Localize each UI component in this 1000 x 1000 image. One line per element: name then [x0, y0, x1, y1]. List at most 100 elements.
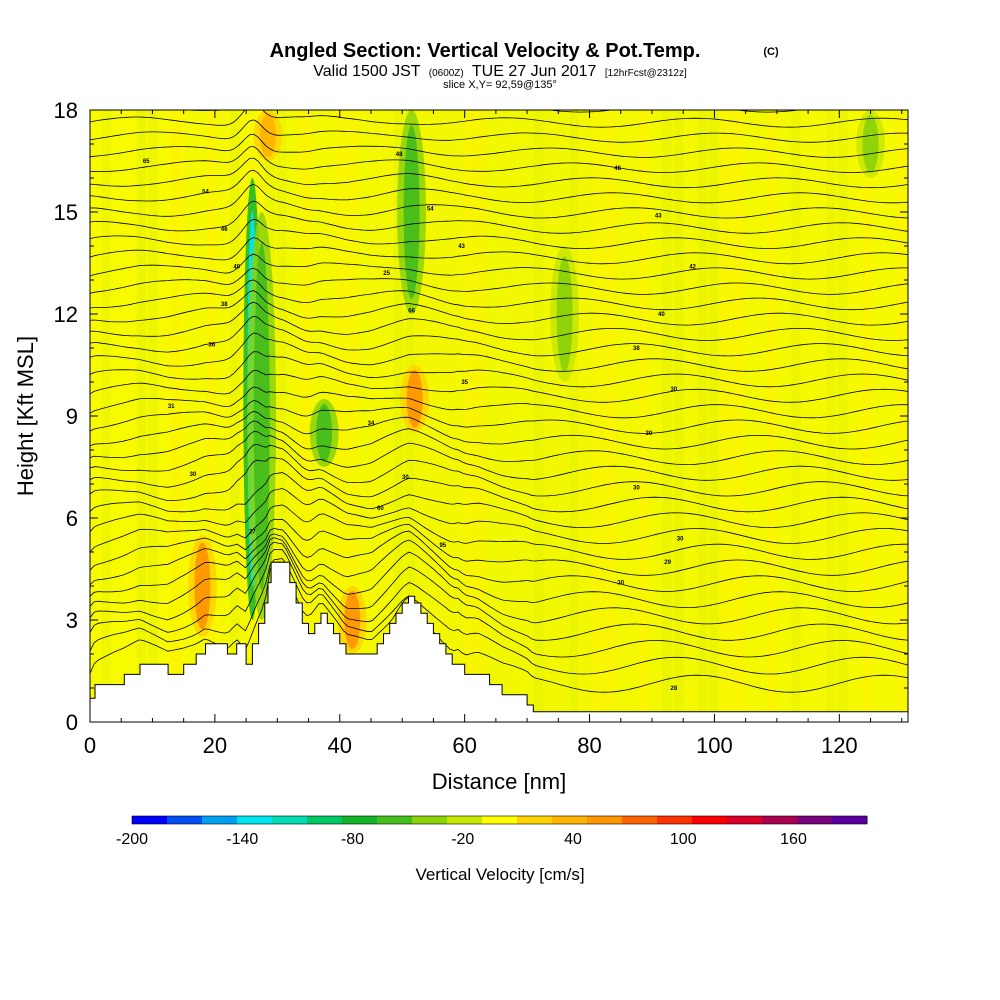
velocity-feature-core	[406, 370, 423, 428]
velocity-feature-core	[194, 542, 211, 630]
colorbar-swatch	[272, 816, 308, 824]
isentrope-label: 30	[670, 387, 677, 393]
isentrope-line	[90, 169, 908, 204]
y-tick-label: 15	[54, 200, 78, 225]
colorbar-swatch	[342, 816, 378, 824]
isentrope-line	[90, 332, 908, 372]
isentrope-line	[90, 157, 908, 189]
terrain-mask	[90, 561, 908, 722]
isentrope-label: 27	[249, 530, 256, 536]
colorbar-swatch	[587, 816, 623, 824]
isentrope-line	[90, 488, 908, 544]
isentrope-line	[90, 533, 908, 608]
velocity-stripe	[861, 110, 871, 722]
velocity-stripe	[662, 110, 672, 722]
isentrope-line	[90, 183, 908, 219]
isentrope-label: 48	[614, 166, 621, 172]
isentrope-line	[90, 443, 908, 497]
velocity-stripe	[732, 110, 743, 722]
velocity-stripe	[767, 110, 778, 722]
colorbar-swatch	[657, 816, 693, 824]
velocity-stripe	[791, 110, 801, 722]
isentrope-label: 38	[221, 302, 228, 308]
isentrope-line	[90, 301, 908, 341]
isentrope-line	[90, 119, 908, 143]
x-tick-label: 0	[84, 733, 96, 758]
velocity-stripe	[101, 110, 112, 722]
isentrope-line	[90, 431, 908, 481]
velocity-stripe	[171, 110, 182, 722]
isentrope-label: 43	[655, 213, 662, 219]
isentrope-line	[90, 315, 908, 357]
isentrope-label: 30	[190, 472, 197, 478]
colorbar-swatch	[167, 816, 203, 824]
x-tick-label: 60	[452, 733, 476, 758]
subtitle-utc: (0600Z)	[429, 68, 464, 79]
velocity-stripe	[837, 110, 848, 722]
x-axis-label: Distance [nm]	[432, 769, 567, 794]
colorbar-swatch	[517, 816, 553, 824]
velocity-feature-core	[556, 256, 573, 372]
x-tick-label: 80	[577, 733, 601, 758]
colorbar-tick-label: -140	[226, 831, 258, 848]
colorbar-tick-label: 40	[564, 831, 582, 848]
isentrope-label: 95	[439, 543, 446, 549]
chart-title: Angled Section: Vertical Velocity & Pot.…	[270, 40, 701, 62]
isentrope-label: 54	[202, 190, 209, 196]
isentrope-label: 34	[368, 421, 375, 427]
x-tick-label: 40	[328, 733, 352, 758]
isentrope-label: 60	[377, 506, 384, 512]
colorbar-tick-label: 160	[780, 831, 807, 848]
colorbar-tick-label: -20	[451, 831, 474, 848]
chart-title-tag: (C)	[763, 46, 779, 58]
isentrope-line	[90, 133, 908, 158]
colorbar-swatch	[307, 816, 343, 824]
colorbar-swatch	[482, 816, 518, 824]
velocity-feature-core	[344, 591, 361, 649]
y-tick-label: 0	[66, 710, 78, 735]
velocity-feature-core	[316, 404, 333, 462]
velocity-stripe	[276, 110, 287, 722]
y-axis-label: Height [Kft MSL]	[13, 336, 38, 496]
isentrope-layer	[90, 110, 908, 693]
isentrope-label: 35	[461, 380, 468, 386]
x-tick-label: 20	[203, 733, 227, 758]
colorbar-tick-label: -80	[341, 831, 364, 848]
velocity-stripe	[393, 110, 404, 722]
velocity-stripe	[335, 110, 345, 722]
isentrope-label: 31	[168, 404, 175, 410]
isentrope-label: 25	[383, 271, 390, 277]
isentrope-line	[90, 200, 908, 234]
colorbar-swatch	[202, 816, 238, 824]
x-tick-label: 100	[696, 733, 733, 758]
velocity-stripe	[592, 110, 602, 722]
isentrope-line	[90, 549, 908, 658]
colorbar-swatch	[797, 816, 833, 824]
velocity-stripe	[463, 110, 474, 722]
isentrope-line	[90, 537, 908, 625]
isentrope-line	[90, 457, 908, 513]
isentrope-label-layer: 65 54 46 40 38 36 31 30 27 48 54 43 25 66 35 34 30 60 95 48…	[143, 152, 697, 692]
velocity-stripe	[475, 110, 485, 722]
velocity-stripe	[148, 110, 158, 722]
y-tick-label: 6	[66, 506, 78, 531]
colorbar-swatch	[727, 816, 763, 824]
y-tick-label: 9	[66, 404, 78, 429]
isentrope-label: 30	[617, 581, 624, 587]
isentrope-label: 66	[408, 309, 415, 315]
isentrope-label: 38	[633, 346, 640, 352]
chart-subtitle: Valid 1500 JST (0600Z) TUE 27 Jun 2017 […	[313, 63, 687, 80]
isentrope-line	[90, 386, 908, 419]
y-tick-label: 3	[66, 608, 78, 633]
x-axis-ticks: 0 20 40 60 80 100 120	[84, 110, 903, 758]
velocity-feature-core	[259, 113, 276, 158]
isentrope-line	[90, 253, 908, 280]
colorbar-tick-label: 100	[670, 831, 697, 848]
isentrope-label: 30	[402, 475, 409, 481]
velocity-stripe	[230, 110, 240, 722]
velocity-feature-layer	[187, 110, 885, 654]
isentrope-line	[90, 290, 908, 326]
isentrope-line	[90, 218, 908, 249]
isentrope-label: 29	[664, 560, 671, 566]
